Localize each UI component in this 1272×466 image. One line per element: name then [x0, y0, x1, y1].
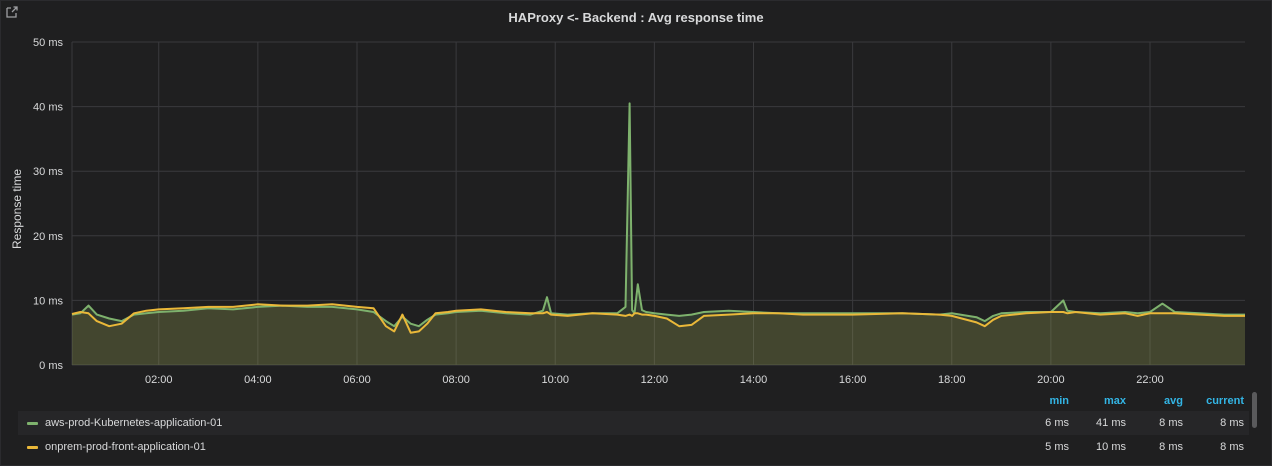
- x-tick-label: 14:00: [740, 374, 768, 386]
- external-link-icon[interactable]: [5, 5, 19, 19]
- y-tick-label: 20 ms: [33, 231, 63, 243]
- legend-min-value: 6 ms: [1045, 417, 1069, 429]
- y-tick-label: 50 ms: [33, 37, 63, 49]
- legend-header-max[interactable]: max: [1103, 395, 1126, 407]
- legend-header-min[interactable]: min: [1049, 395, 1069, 407]
- y-tick-label: 40 ms: [33, 102, 63, 114]
- x-tick-label: 22:00: [1136, 374, 1164, 386]
- legend-row[interactable]: aws-prod-Kubernetes-application-01 6 ms …: [18, 411, 1249, 435]
- series-area-1: [72, 103, 1245, 366]
- x-tick-label: 18:00: [938, 374, 966, 386]
- panel-title[interactable]: HAProxy <- Backend : Avg response time: [508, 10, 764, 25]
- legend-table: min max avg current aws-prod-Kubernetes-…: [18, 391, 1249, 459]
- y-tick-label: 10 ms: [33, 295, 63, 307]
- y-tick-label: 0 ms: [39, 360, 63, 372]
- legend-current-value: 8 ms: [1220, 441, 1244, 453]
- chart-svg[interactable]: 0 ms 10 ms 20 ms 30 ms 40 ms 50 ms 02:00 04:00…: [1, 1, 1271, 391]
- x-tick-label: 12:00: [641, 374, 669, 386]
- y-tick-label: 30 ms: [33, 166, 63, 178]
- legend-series-name[interactable]: onprem-prod-front-application-01: [45, 441, 206, 453]
- y-tick-labels: 0 ms 10 ms 20 ms 30 ms 40 ms 50 ms: [33, 37, 63, 372]
- legend-row[interactable]: onprem-prod-front-application-01 5 ms 10…: [18, 435, 1249, 459]
- x-tick-label: 02:00: [145, 374, 173, 386]
- legend-series-name[interactable]: aws-prod-Kubernetes-application-01: [45, 417, 223, 429]
- series-line-1[interactable]: [71, 102, 1245, 328]
- x-tick-labels: 02:00 04:00 06:00 08:00 10:00 12:00 14:00 16:00…: [145, 374, 1164, 386]
- legend-max-value: 10 ms: [1096, 441, 1126, 453]
- x-tick-label: 08:00: [442, 374, 470, 386]
- series-layer: [71, 102, 1245, 366]
- legend-scrollbar[interactable]: [1252, 392, 1257, 428]
- legend-avg-value: 8 ms: [1159, 441, 1183, 453]
- legend-min-value: 5 ms: [1045, 441, 1069, 453]
- legend-header-avg[interactable]: avg: [1164, 395, 1183, 407]
- x-tick-label: 06:00: [343, 374, 371, 386]
- x-tick-label: 20:00: [1037, 374, 1065, 386]
- legend-current-value: 8 ms: [1220, 417, 1244, 429]
- x-tick-label: 10:00: [541, 374, 569, 386]
- legend-avg-value: 8 ms: [1159, 417, 1183, 429]
- legend-header-current[interactable]: current: [1206, 395, 1244, 407]
- legend-header: min max avg current: [18, 391, 1249, 411]
- x-tick-label: 16:00: [839, 374, 867, 386]
- series-color-swatch[interactable]: [27, 421, 38, 425]
- x-tick-label: 04:00: [244, 374, 272, 386]
- legend-max-value: 41 ms: [1096, 417, 1126, 429]
- series-color-swatch[interactable]: [27, 445, 38, 449]
- series-line-2[interactable]: [71, 303, 1245, 334]
- series-area-2: [72, 304, 1245, 365]
